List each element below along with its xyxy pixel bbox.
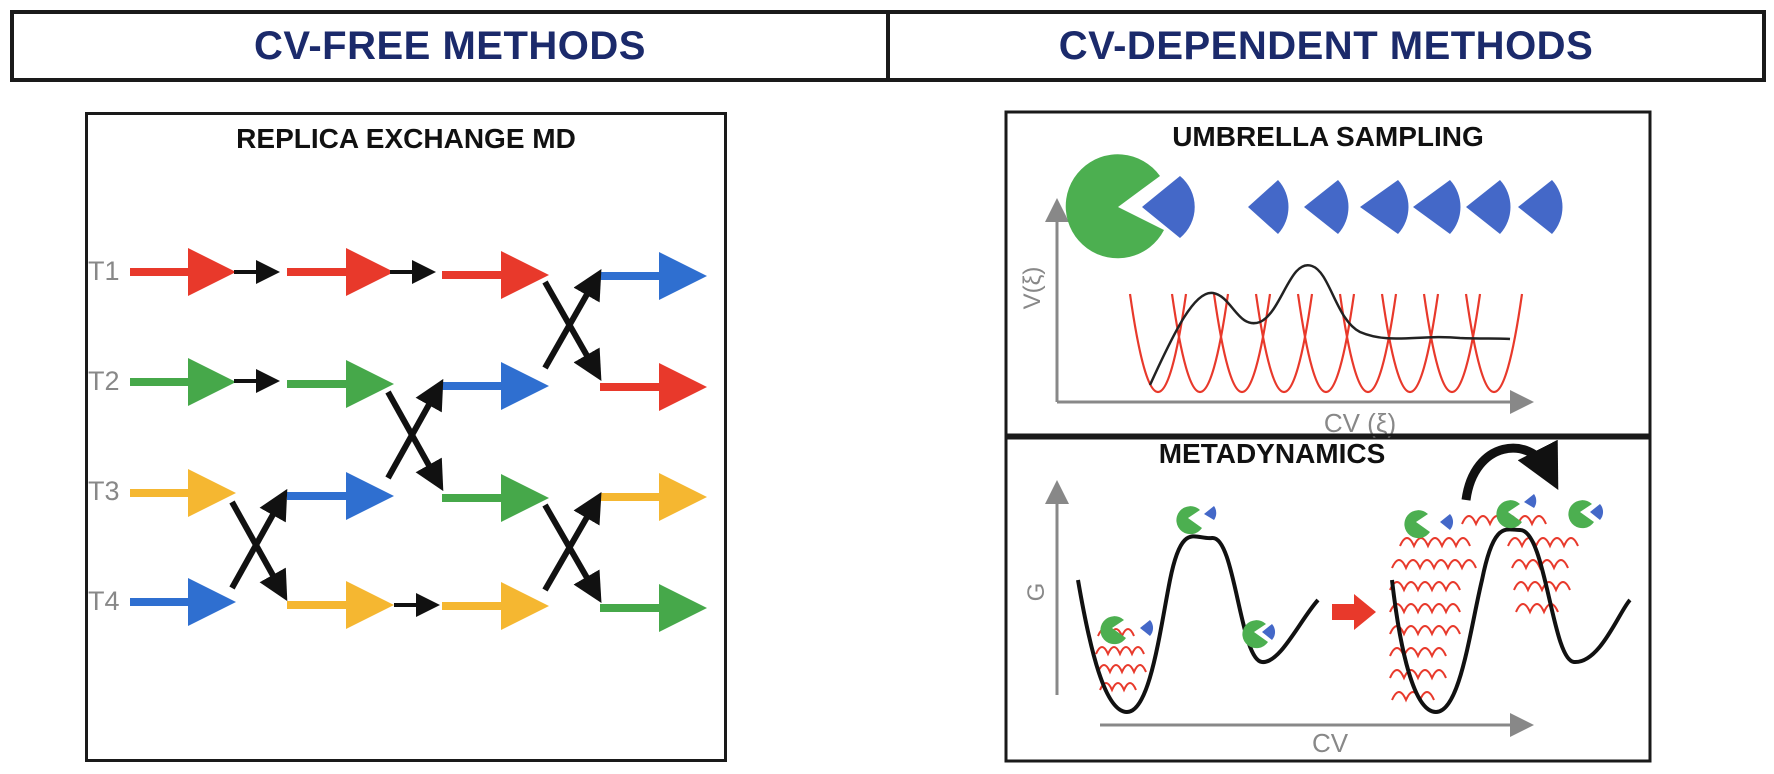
pacman-left-top-icon	[1176, 506, 1202, 535]
umbrella-potential-curve	[1148, 264, 1511, 386]
umbrella-ylabel: V(ξ)	[1019, 267, 1046, 310]
meta-right-landscape	[1390, 527, 1632, 715]
row-label-t2: T2	[88, 366, 120, 396]
pacman-icon	[1065, 154, 1164, 259]
blue-wedge-right-1-icon	[1440, 514, 1454, 530]
blue-wedge-left-top-icon	[1204, 506, 1217, 520]
replica-exchange-panel: REPLICA EXCHANGE MD	[85, 112, 727, 762]
row-t3-arrows	[130, 469, 707, 522]
metadynamics-panel: METADYNAMICS G CV	[1004, 433, 1652, 763]
meta-jump-arrow	[1461, 439, 1559, 501]
pacman-right-1-icon	[1404, 510, 1430, 539]
replica-exchange-title: REPLICA EXCHANGE MD	[236, 123, 576, 154]
row-t2-arrows	[130, 358, 707, 411]
pacman-right-3-icon	[1568, 500, 1594, 529]
blue-wedge-left-bottom-icon	[1140, 620, 1154, 636]
exchange-cross-t3-t4-late	[542, 492, 602, 603]
meta-xlabel: CV	[1312, 728, 1349, 758]
row-label-t4: T4	[88, 586, 120, 616]
blue-wedge-left-right-well-icon	[1262, 624, 1276, 640]
umbrella-xlabel: CV (ξ)	[1324, 408, 1396, 438]
exchange-cross-t1-t2	[542, 268, 602, 382]
blue-wedge-right-2-icon	[1524, 494, 1537, 508]
umbrella-wedges	[1142, 176, 1563, 238]
pacman-right-2-icon	[1496, 500, 1522, 529]
exchange-cross-t3-t4	[229, 488, 288, 602]
meta-ylabel: G	[1023, 583, 1050, 602]
exchange-cross-t2-t3	[385, 378, 444, 492]
cv-free-header: CV-FREE METHODS	[10, 10, 890, 82]
meta-left-landscape	[1076, 534, 1320, 715]
pacman-left-right-well-icon	[1242, 620, 1268, 649]
row-label-t1: T1	[88, 256, 120, 286]
umbrella-title: UMBRELLA SAMPLING	[1172, 121, 1484, 152]
metadynamics-title: METADYNAMICS	[1159, 438, 1386, 469]
meta-transition-arrow	[1332, 594, 1376, 630]
cv-dependent-header: CV-DEPENDENT METHODS	[886, 10, 1766, 82]
blue-wedge-right-3-icon	[1590, 504, 1604, 520]
row-label-t3: T3	[88, 476, 120, 506]
pacman-left-bottom-icon	[1100, 616, 1126, 645]
umbrella-sampling-panel: UMBRELLA SAMPLING V(ξ) CV (ξ)	[1004, 110, 1652, 440]
row-t4-arrows	[130, 578, 707, 632]
row-t1-arrows	[130, 248, 707, 300]
